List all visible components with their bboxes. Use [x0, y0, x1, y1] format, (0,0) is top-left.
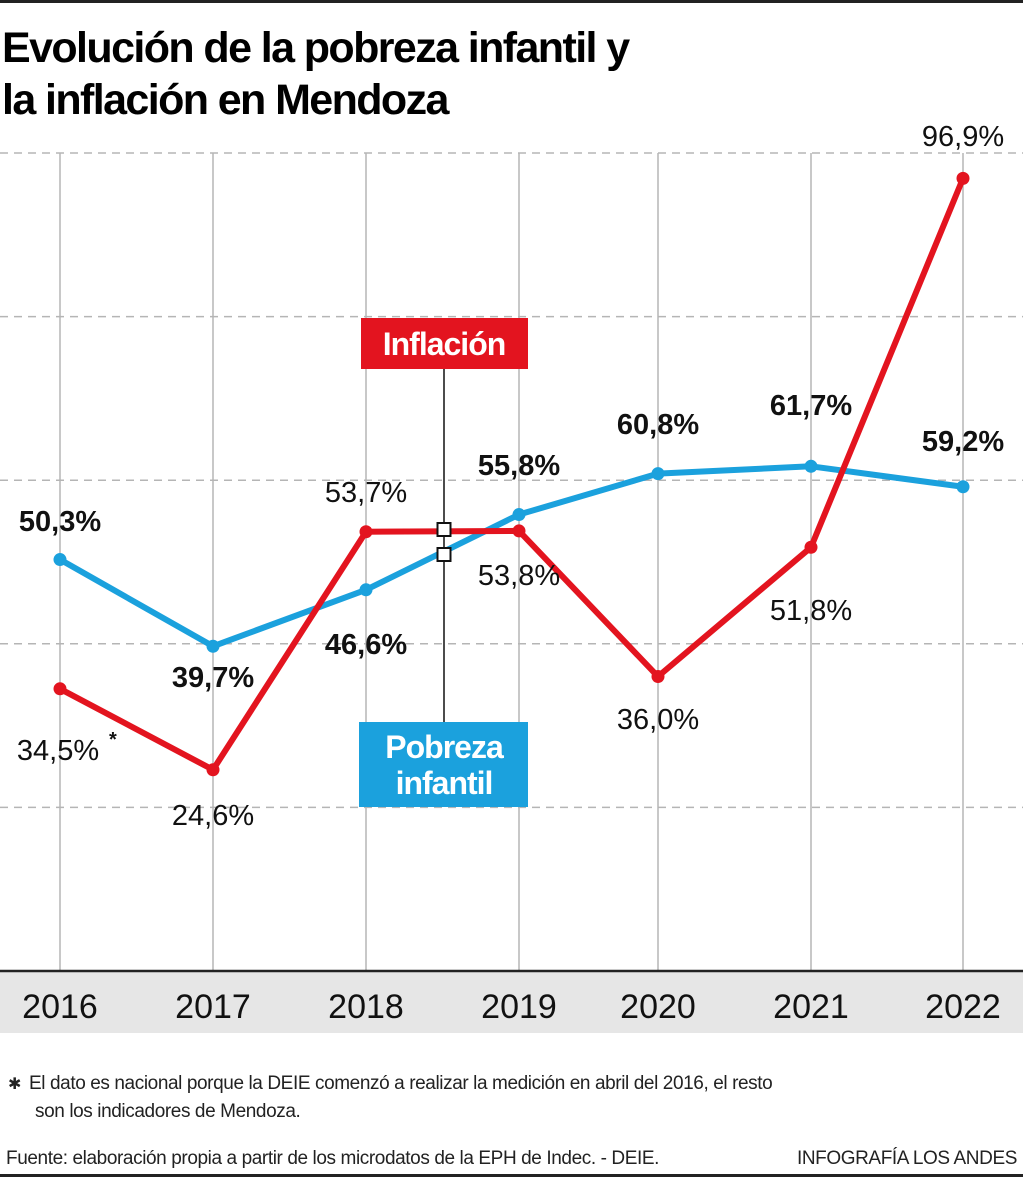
inflation-data-label: 34,5%	[17, 735, 99, 767]
inflation-data-label: 96,9%	[922, 121, 1004, 153]
poverty-data-label: 61,7%	[770, 390, 852, 422]
credit-text: INFOGRAFÍA LOS ANDES	[796, 1148, 1017, 1169]
x-tick-label: 2017	[175, 988, 251, 1026]
inflation-data-label: 36,0%	[617, 704, 699, 736]
legend-marker-poverty	[436, 547, 452, 562]
x-axis-band	[0, 971, 1023, 1033]
footnote-line-2: son los indicadores de Mendoza.	[35, 1101, 301, 1122]
inflation-data-label: 24,6%	[172, 800, 254, 832]
legend-poverty-label: Pobreza	[385, 729, 504, 765]
x-tick-label: 2020	[620, 988, 696, 1026]
legend-poverty-box	[359, 722, 528, 807]
inflation-point	[359, 525, 373, 539]
title-line-1: Evolución de la pobreza infantil y	[2, 24, 630, 72]
inflation-point	[53, 682, 67, 696]
inflation-point	[956, 171, 970, 185]
x-tick-label: 2022	[925, 988, 1001, 1026]
poverty-data-label: 55,8%	[478, 450, 560, 482]
legend-inflation-box	[361, 318, 528, 369]
poverty-point	[206, 639, 220, 653]
inflation-data-label: 53,7%	[325, 477, 407, 509]
asterisk-marker: *	[109, 729, 117, 751]
poverty-point	[956, 480, 970, 494]
x-tick-label: 2021	[773, 988, 849, 1026]
poverty-point	[53, 553, 67, 567]
inflation-point	[804, 540, 818, 554]
poverty-data-label: 39,7%	[172, 662, 254, 694]
top-rule	[0, 0, 1023, 3]
inflation-point	[651, 670, 665, 684]
poverty-data-label: 50,3%	[19, 506, 101, 538]
footnote-line-1: El dato es nacional porque la DEIE comen…	[29, 1073, 773, 1094]
asterisk-icon: ✱	[8, 1076, 22, 1093]
poverty-point	[512, 508, 526, 522]
poverty-point	[359, 583, 373, 597]
inflation-point	[512, 524, 526, 538]
poverty-data-label: 46,6%	[325, 629, 407, 661]
legend-inflation-label: Inflación	[383, 326, 506, 362]
poverty-data-label: 59,2%	[922, 426, 1004, 458]
source-text: Fuente: elaboración propia a partir de l…	[6, 1148, 660, 1169]
x-tick-label: 2018	[328, 988, 404, 1026]
chart-title: Evolución de la pobreza infantil y la inf…	[2, 22, 630, 126]
inflation-data-label: 51,8%	[770, 595, 852, 627]
x-tick-label: 2019	[481, 988, 557, 1026]
poverty-data-label: 60,8%	[617, 409, 699, 441]
poverty-point	[651, 467, 665, 481]
poverty-point	[804, 459, 818, 473]
title-line-2: la inflación en Mendoza	[2, 76, 449, 124]
inflation-point	[206, 763, 220, 777]
footnote: ✱ El dato es nacional porque la DEIE come…	[8, 1070, 773, 1125]
x-tick-label: 2016	[22, 988, 98, 1026]
legend-marker-inflation	[436, 522, 452, 537]
bottom-rule	[0, 1174, 1023, 1177]
inflation-data-label: 53,8%	[478, 560, 560, 592]
legend-poverty-label: infantil	[396, 765, 493, 801]
